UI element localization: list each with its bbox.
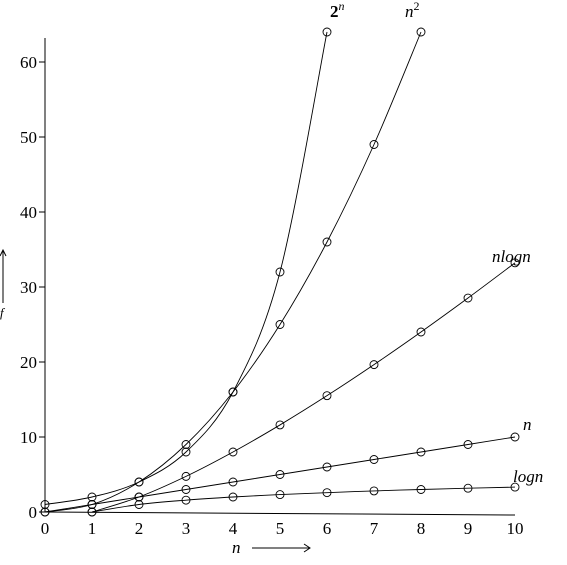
data-point: [87, 500, 97, 509]
data-point: [510, 258, 520, 268]
data-point: [463, 293, 473, 303]
series-label-nlogn: nlogn: [492, 247, 531, 266]
x-tick-label: 0: [41, 519, 50, 538]
series-label-2-n: 2n: [330, 0, 345, 21]
y-tick-label: 0: [29, 503, 38, 522]
data-point: [322, 462, 332, 472]
data-point: [181, 485, 191, 494]
data-point: [322, 27, 332, 37]
x-tick-label: 5: [276, 519, 285, 538]
data-point: [416, 27, 426, 37]
series-line-logn: [91, 486, 516, 513]
y-tick-label: 10: [20, 428, 37, 447]
x-tick-label: 3: [182, 519, 191, 538]
data-point: [134, 492, 144, 502]
data-point: [181, 440, 191, 449]
x-axis-arrow-icon: [252, 543, 311, 553]
data-point: [275, 490, 285, 500]
series-n-2: [40, 27, 426, 517]
y-tick-labels: 0 10 20 30 40 50 60: [20, 53, 37, 522]
series-label-n-2: n2: [405, 0, 420, 21]
data-point: [181, 495, 191, 505]
data-point: [322, 488, 332, 498]
data-point: [228, 447, 238, 457]
data-point: [369, 455, 379, 464]
series-n: [40, 432, 520, 517]
data-point: [134, 500, 144, 509]
y-tick-marks: [39, 61, 45, 513]
data-point: [228, 477, 238, 487]
series-label-n: n: [523, 415, 532, 434]
data-point: [134, 477, 144, 487]
y-axis-arrow-icon: [0, 248, 7, 303]
data-point: [416, 447, 426, 457]
y-axis-title: f: [0, 305, 6, 320]
data-point: [510, 482, 520, 492]
x-tick-label: 9: [464, 519, 473, 538]
series-line-n-2: [44, 31, 422, 513]
x-tick-label: 2: [135, 519, 144, 538]
y-tick-label: 30: [20, 278, 37, 297]
data-point: [228, 492, 238, 502]
data-point: [275, 267, 285, 277]
data-point: [181, 447, 191, 457]
series-line-2-n: [44, 31, 328, 505]
data-point: [275, 420, 285, 430]
data-point: [275, 320, 285, 329]
series-line-n: [44, 436, 516, 513]
x-tick-label: 6: [323, 519, 332, 538]
data-point: [322, 391, 332, 401]
data-point: [322, 237, 332, 247]
x-tick-label: 8: [417, 519, 426, 538]
data-point: [369, 486, 379, 496]
y-tick-label: 40: [20, 203, 37, 222]
series-line-nlogn: [91, 262, 516, 513]
data-point: [463, 440, 473, 449]
x-tick-label: 10: [507, 519, 524, 538]
y-tick-label: 50: [20, 128, 37, 147]
axes: [44, 38, 516, 516]
data-point: [181, 471, 191, 481]
x-tick-label: 1: [88, 519, 97, 538]
data-point: [369, 140, 379, 149]
x-axis-line: [44, 511, 516, 516]
y-tick-label: 20: [20, 353, 37, 372]
data-point: [228, 387, 238, 397]
data-point: [87, 492, 97, 502]
x-axis-title: n: [232, 538, 241, 557]
data-point: [510, 432, 520, 442]
series-2-n: [40, 27, 332, 509]
x-tick-label: 4: [229, 519, 238, 538]
data-point: [416, 485, 426, 494]
data-point: [40, 507, 50, 517]
data-point: [87, 507, 97, 517]
data-point: [275, 470, 285, 479]
data-point: [369, 360, 379, 370]
series-nlogn: [87, 258, 520, 517]
series-label-logn: logn: [513, 467, 543, 486]
data-point: [463, 483, 473, 493]
series-logn: [87, 482, 520, 517]
x-tick-label: 7: [370, 519, 379, 538]
series-layer: [40, 27, 520, 517]
data-point: [416, 327, 426, 337]
x-tick-labels: 0 1 2 3 4 5 6 7 8 9 10: [41, 519, 524, 538]
y-tick-label: 60: [20, 53, 37, 72]
data-point: [40, 500, 50, 509]
